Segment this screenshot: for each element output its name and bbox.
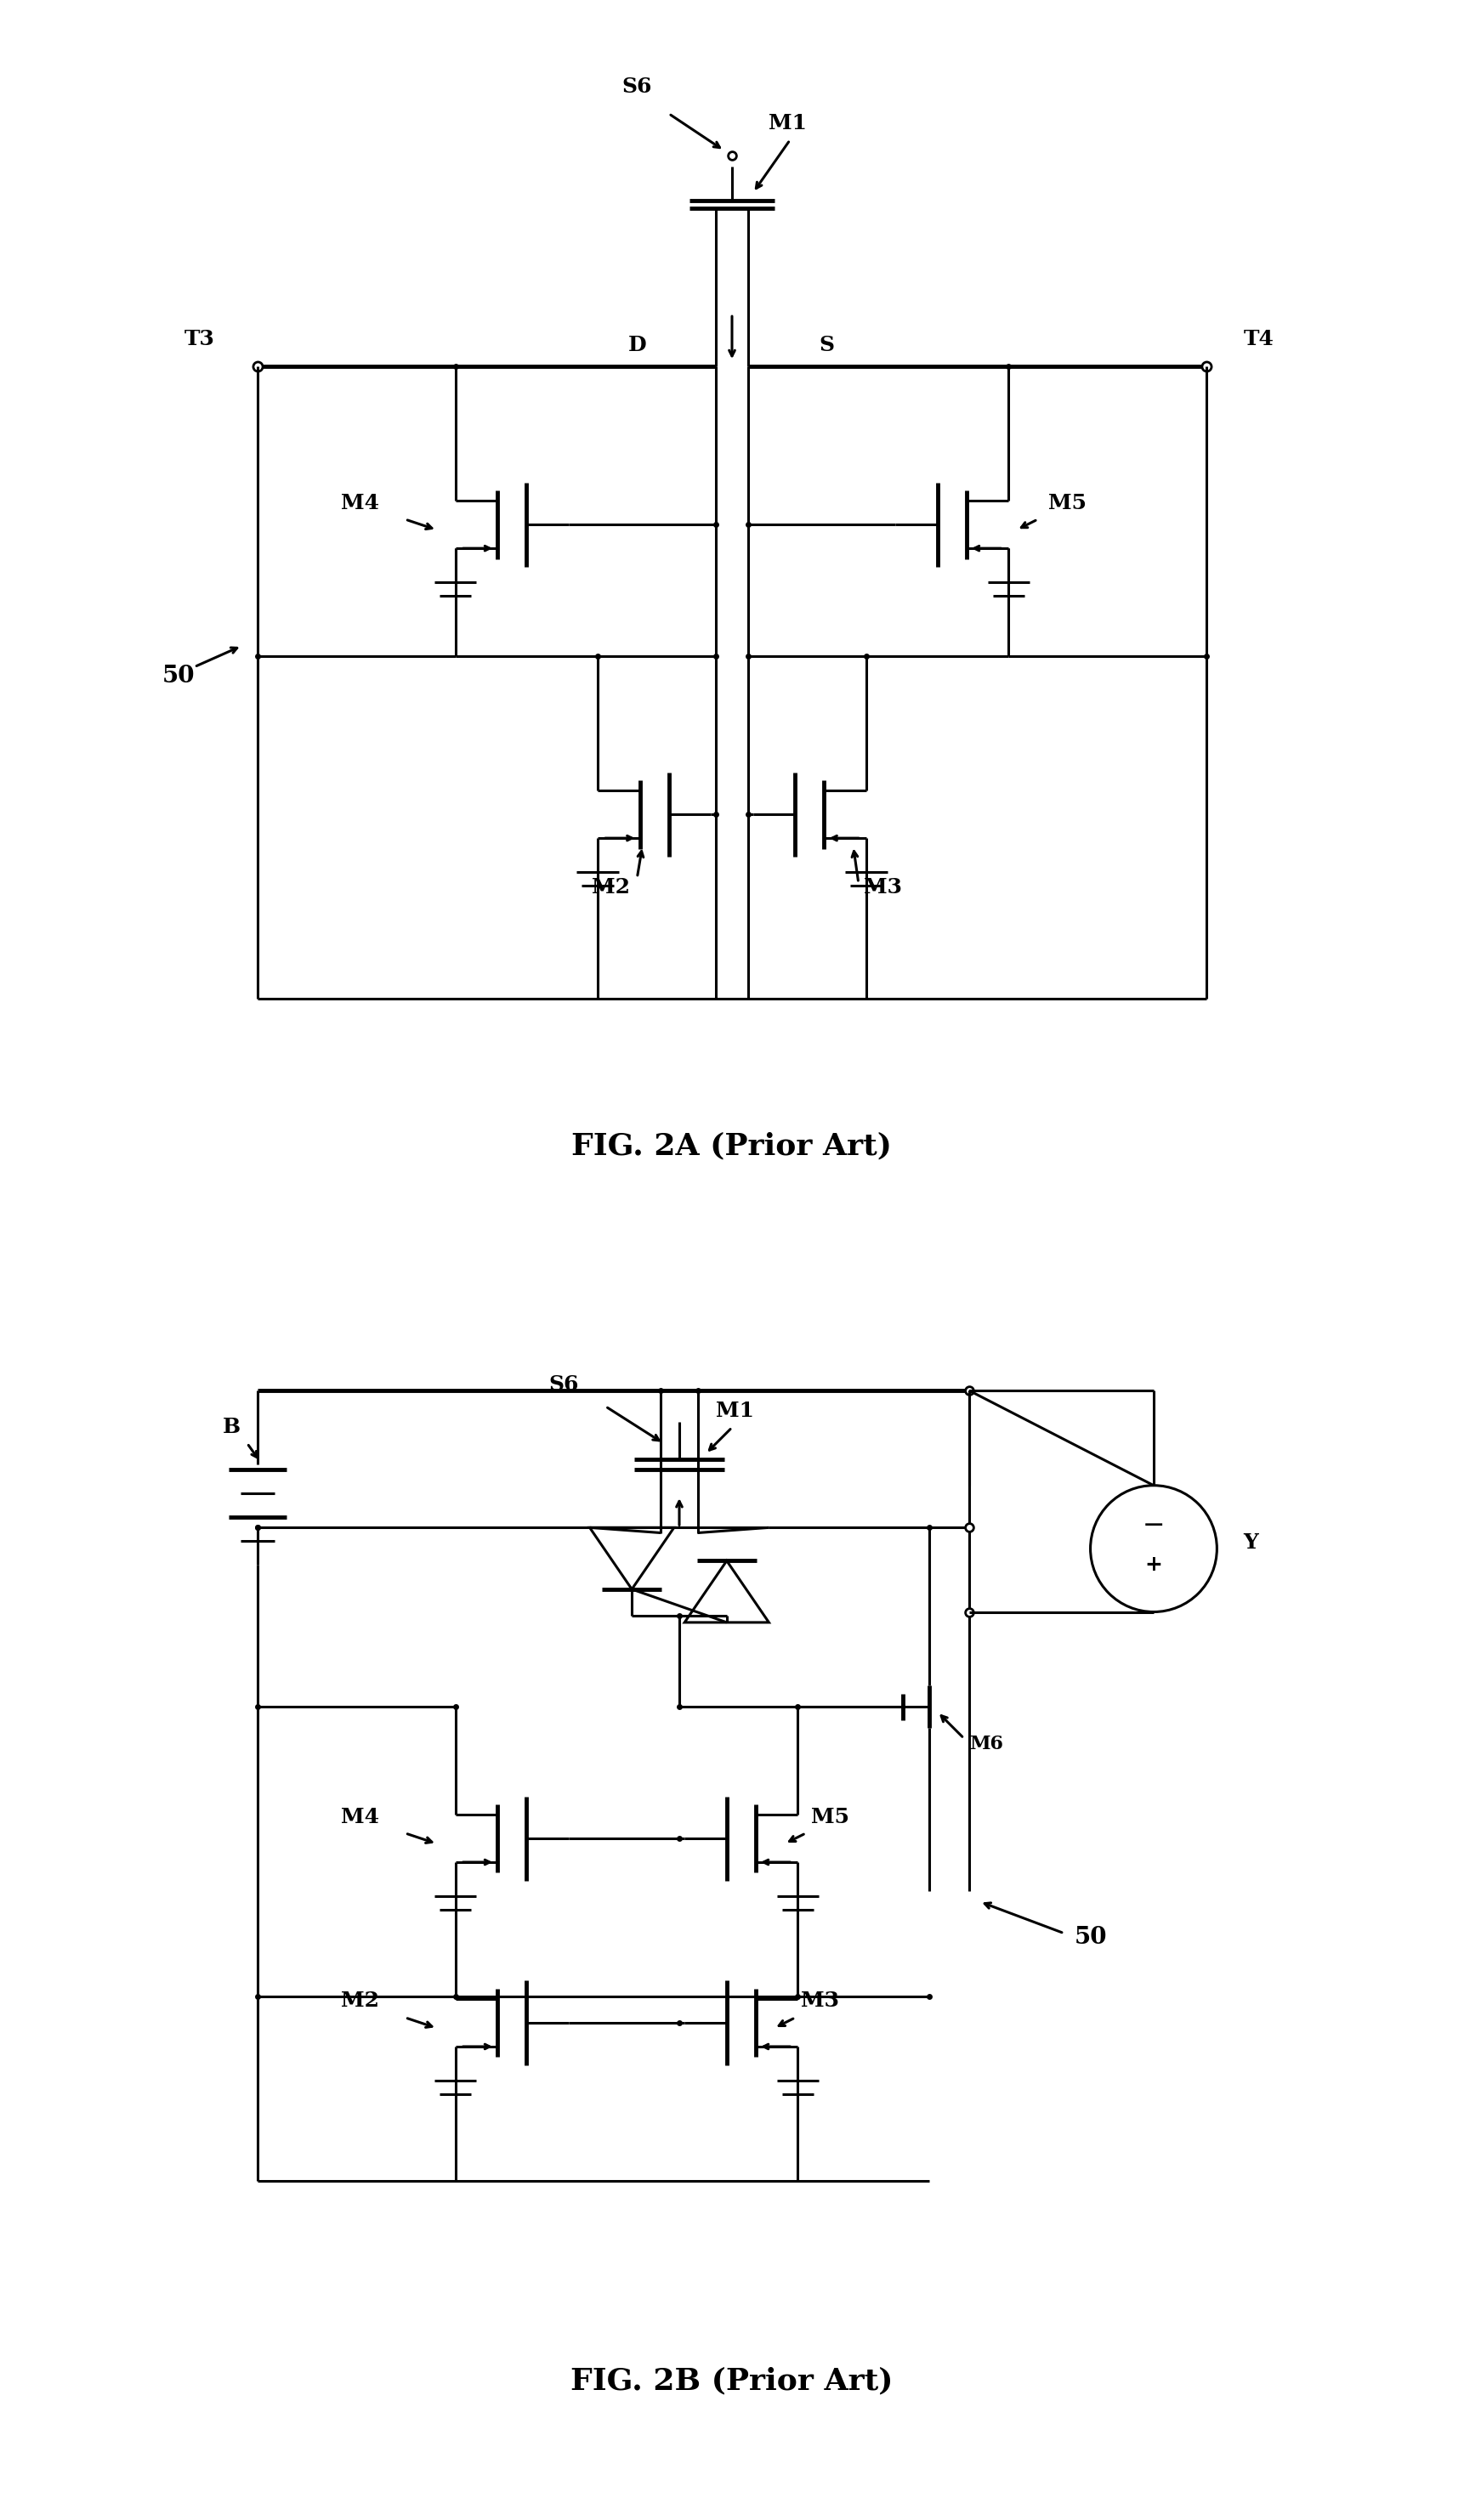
Text: +: + [1145,1555,1162,1575]
Text: M1: M1 [769,113,807,134]
Text: M3: M3 [801,1991,839,2011]
Text: M1: M1 [716,1401,754,1421]
Text: M5: M5 [811,1807,849,1827]
Text: S6: S6 [549,1373,578,1396]
Text: M5: M5 [1048,494,1086,514]
Text: M3: M3 [864,877,902,897]
Text: M4: M4 [341,1807,379,1827]
Text: M2: M2 [591,877,630,897]
Text: —: — [1145,1517,1164,1535]
Text: B: B [223,1416,240,1436]
Text: M6: M6 [969,1734,1003,1754]
Text: D: D [628,335,646,355]
Text: 50: 50 [1075,1925,1107,1948]
Text: M4: M4 [341,494,379,514]
Text: S: S [820,335,834,355]
Text: Y: Y [1243,1532,1259,1552]
Text: FIG. 2B (Prior Art): FIG. 2B (Prior Art) [571,2366,893,2397]
Text: T3: T3 [184,330,215,350]
Text: M2: M2 [341,1991,379,2011]
Text: T4: T4 [1244,330,1274,350]
Text: S6: S6 [622,76,651,96]
Text: 50: 50 [163,665,195,688]
Text: FIG. 2A (Prior Art): FIG. 2A (Prior Art) [572,1131,892,1162]
